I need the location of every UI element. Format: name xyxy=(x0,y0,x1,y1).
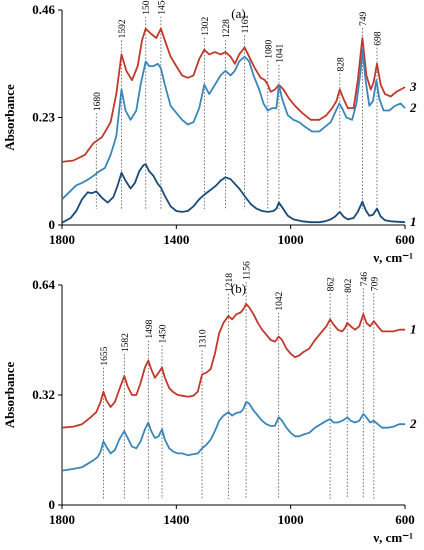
annotation-label: 749 xyxy=(359,12,369,27)
x-tick-label: 600 xyxy=(395,232,415,247)
y-tick-label: 0.32 xyxy=(32,387,55,402)
annotation-label: 1042 xyxy=(275,291,285,310)
series-line-2 xyxy=(61,401,405,472)
x-axis-title: ν, cm⁻¹ xyxy=(372,530,413,545)
annotation-label: 1592 xyxy=(118,19,128,38)
annotation-label: 1498 xyxy=(145,319,155,338)
panel-label: (b) xyxy=(231,281,246,296)
y-axis-title: Absorbance xyxy=(2,84,17,151)
annotation-label: 1161 xyxy=(241,14,251,33)
y-tick-label: 0.46 xyxy=(32,2,55,17)
annotation-label: 1655 xyxy=(100,346,110,365)
y-tick-label: 0 xyxy=(49,217,56,232)
annotation-label: 1218 xyxy=(225,273,235,292)
series-line-1 xyxy=(61,163,406,224)
annotation-label: 1156 xyxy=(243,261,253,280)
series-label-1: 1 xyxy=(410,214,417,229)
series-label-3: 3 xyxy=(409,79,417,94)
annotation-label: 802 xyxy=(344,278,354,293)
annotation-label: 1582 xyxy=(121,333,131,352)
annotation-label: 828 xyxy=(336,57,346,72)
x-tick-label: 1800 xyxy=(49,232,75,247)
annotation-label: 1080 xyxy=(264,40,274,59)
annotation-label: 746 xyxy=(360,272,370,287)
x-tick-label: 1400 xyxy=(163,512,189,527)
annotation-label: 1454 xyxy=(157,0,167,15)
series-line-1 xyxy=(61,303,405,429)
annotation-label: 862 xyxy=(327,277,337,292)
series-label-2: 2 xyxy=(409,100,417,115)
series-line-3 xyxy=(61,27,406,163)
y-axis-title: Absorbance xyxy=(2,362,17,429)
y-tick-label: 0.23 xyxy=(32,110,55,125)
x-tick-label: 600 xyxy=(395,512,415,527)
series-line-2 xyxy=(61,48,406,200)
series-label-2: 2 xyxy=(409,416,417,431)
chart-panel-2: 1800 1400 1000 600 0 0.32 0.64 Absorbance ν, cm⁻… xyxy=(2,261,417,545)
y-tick-label: 0.64 xyxy=(32,277,55,292)
x-tick-label: 1000 xyxy=(278,512,304,527)
annotation-label: 1302 xyxy=(201,16,211,35)
annotation-label: 1228 xyxy=(222,19,232,38)
x-axis-title: ν, cm⁻¹ xyxy=(372,250,413,265)
annotation-label: 709 xyxy=(370,277,380,292)
annotation-label: 1450 xyxy=(159,324,169,343)
annotation-label: 1680 xyxy=(93,92,103,111)
x-tick-label: 1000 xyxy=(278,232,304,247)
y-tick-label: 0 xyxy=(49,497,56,512)
x-tick-label: 1400 xyxy=(163,232,189,247)
series-label-1: 1 xyxy=(410,322,417,337)
x-tick-label: 1800 xyxy=(49,512,75,527)
annotation-label: 1507 xyxy=(142,0,152,15)
annotation-label: 698 xyxy=(373,31,383,46)
annotation-label: 1310 xyxy=(199,329,209,348)
annotation-label: 1041 xyxy=(275,44,285,63)
chart-panel-1: 1800 1400 1000 600 0 0.23 0.46 Absorbance ν, cm⁻… xyxy=(2,0,417,265)
panel-label: (a) xyxy=(231,6,245,21)
